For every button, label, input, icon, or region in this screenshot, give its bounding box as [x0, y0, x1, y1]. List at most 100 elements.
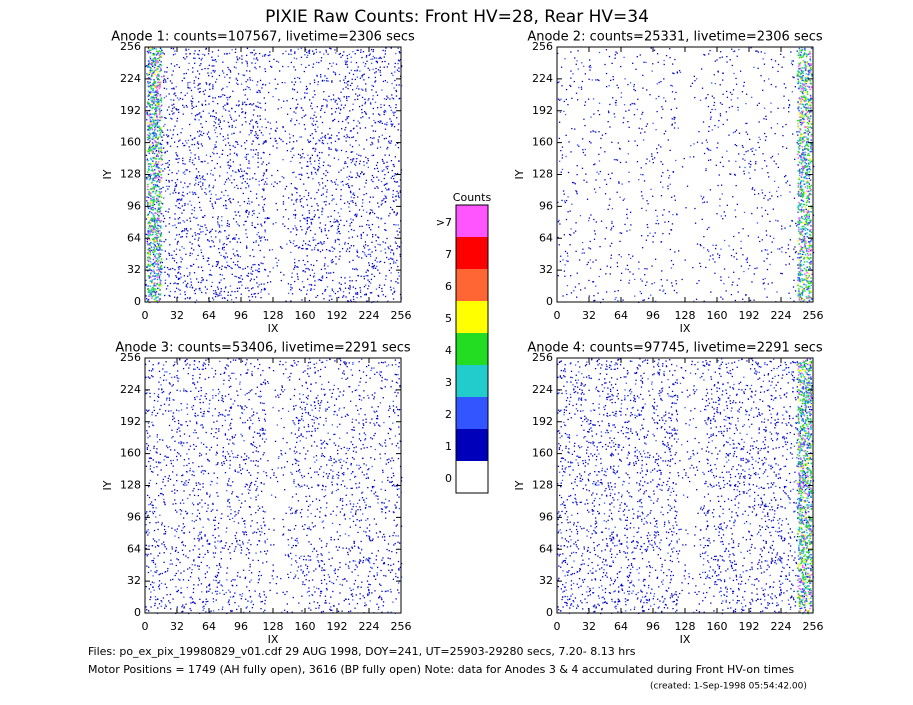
count-pixel	[152, 220, 154, 222]
count-pixel	[301, 197, 303, 200]
count-pixel	[720, 276, 722, 278]
count-pixel	[222, 61, 224, 63]
count-pixel	[340, 104, 343, 106]
count-pixel	[340, 188, 342, 191]
count-pixel	[161, 249, 163, 251]
count-pixel	[563, 234, 565, 236]
count-pixel	[394, 290, 396, 292]
count-pixel	[395, 95, 398, 97]
count-pixel	[297, 153, 300, 155]
count-pixel	[151, 212, 153, 214]
count-pixel	[323, 241, 325, 243]
count-pixel	[148, 189, 150, 191]
count-pixel	[235, 82, 238, 84]
count-pixel	[216, 218, 219, 220]
count-pixel	[260, 296, 262, 299]
count-pixel	[367, 159, 369, 162]
count-pixel	[186, 286, 188, 288]
count-pixel	[150, 169, 153, 172]
count-pixel	[347, 157, 349, 159]
count-pixel	[158, 152, 160, 154]
count-pixel	[247, 266, 249, 268]
count-pixel	[156, 119, 158, 122]
count-pixel	[384, 53, 387, 55]
count-pixel	[153, 98, 155, 101]
count-pixel	[676, 72, 679, 74]
count-pixel	[276, 60, 278, 63]
count-pixel	[798, 68, 800, 70]
count-pixel	[157, 218, 160, 220]
count-pixel	[761, 189, 763, 191]
count-pixel	[396, 230, 398, 232]
count-pixel	[154, 245, 157, 247]
count-pixel	[212, 88, 214, 90]
count-pixel	[588, 140, 591, 143]
count-pixel	[386, 66, 389, 68]
count-pixel	[248, 134, 250, 136]
count-pixel	[726, 96, 729, 99]
count-pixel	[358, 105, 361, 108]
count-pixel	[239, 281, 241, 283]
count-pixel	[718, 256, 720, 259]
count-pixel	[290, 150, 292, 152]
count-pixel	[209, 155, 212, 158]
count-pixel	[324, 288, 327, 291]
count-pixel	[151, 116, 154, 119]
count-pixel	[246, 54, 248, 57]
count-pixel	[321, 136, 324, 138]
count-pixel	[343, 107, 345, 109]
count-pixel	[678, 250, 680, 252]
count-pixel	[159, 281, 162, 284]
count-pixel	[706, 201, 708, 203]
count-pixel	[370, 103, 372, 105]
count-pixel	[564, 201, 566, 204]
count-pixel	[369, 282, 372, 284]
count-pixel	[351, 280, 353, 282]
count-pixel	[382, 199, 384, 201]
count-pixel	[274, 137, 276, 140]
count-pixel	[250, 278, 252, 280]
count-pixel	[160, 75, 163, 78]
count-pixel	[391, 293, 394, 295]
count-pixel	[572, 73, 574, 75]
count-pixel	[690, 145, 692, 147]
count-pixel	[156, 236, 158, 239]
count-pixel	[183, 221, 186, 223]
count-pixel	[314, 171, 317, 174]
count-pixel	[167, 285, 169, 287]
count-pixel	[157, 136, 160, 139]
count-pixel	[356, 76, 359, 78]
count-pixel	[247, 197, 250, 200]
count-pixel	[598, 79, 600, 82]
count-pixel	[384, 123, 386, 125]
count-pixel	[328, 203, 331, 205]
count-pixel	[184, 293, 186, 296]
count-pixel	[195, 168, 198, 170]
count-pixel	[241, 62, 243, 64]
count-pixel	[222, 135, 224, 138]
count-pixel	[149, 144, 152, 146]
count-pixel	[224, 204, 227, 206]
count-pixel	[181, 230, 183, 233]
count-pixel	[256, 137, 259, 140]
count-pixel	[158, 194, 160, 196]
count-pixel	[354, 69, 356, 72]
count-pixel	[255, 240, 257, 242]
count-pixel	[372, 176, 375, 179]
count-pixel	[274, 78, 276, 80]
count-pixel	[171, 137, 173, 139]
count-pixel	[349, 284, 351, 287]
count-pixel	[165, 225, 167, 227]
count-pixel	[604, 151, 606, 153]
count-pixel	[648, 160, 651, 162]
count-pixel	[593, 130, 595, 133]
count-pixel	[331, 81, 333, 83]
count-pixel	[229, 164, 231, 167]
count-pixel	[624, 78, 626, 80]
count-pixel	[717, 253, 719, 255]
count-pixel	[155, 260, 158, 262]
count-pixel	[152, 89, 154, 91]
count-pixel	[362, 245, 365, 247]
count-pixel	[154, 255, 156, 258]
count-pixel	[183, 230, 185, 232]
